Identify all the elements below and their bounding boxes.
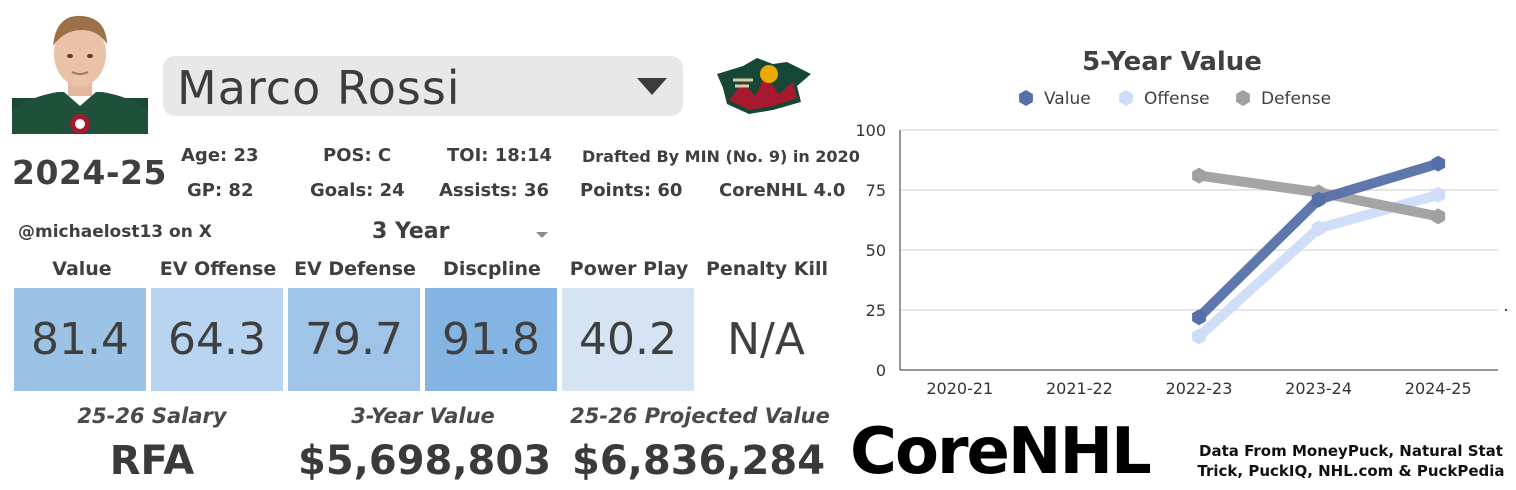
x-tick-label: 2020-21 (926, 379, 993, 398)
x-tick-label: 2024-25 (1405, 379, 1472, 398)
data-point-offense (1431, 186, 1446, 203)
y-tick-label: 0 (876, 361, 886, 380)
points-stat: Points: 60 (580, 180, 683, 201)
social-handle: @michaelost13 on X (18, 222, 212, 242)
assists-stat: Assists: 36 (439, 180, 550, 201)
series-line-offense (1194, 189, 1444, 342)
x-tick-label: 2022-23 (1166, 379, 1233, 398)
data-point-value (1311, 191, 1326, 208)
chart-edge-dot (1504, 308, 1508, 312)
data-source-note: Data From MoneyPuck, Natural Stat Trick,… (1197, 442, 1505, 480)
legend-marker (1019, 90, 1033, 106)
age-stat: Age: 23 (181, 145, 259, 166)
legend-label: Defense (1261, 89, 1331, 109)
chart-title: 5-Year Value (1082, 47, 1262, 77)
chevron-down-icon[interactable] (536, 232, 548, 238)
svg-text:CoreNHL: CoreNHL (850, 418, 1151, 480)
player-headshot (12, 6, 148, 134)
legend-marker (1236, 90, 1250, 106)
toi-stat: TOI: 18:14 (447, 145, 553, 166)
projected-value: $6,836,284 (572, 438, 826, 484)
metric-label-discipline: Discpline (443, 258, 541, 280)
data-point-defense (1431, 208, 1446, 225)
three-year-value-label: 3-Year Value (351, 404, 495, 428)
goals-stat: Goals: 24 (310, 180, 405, 201)
y-tick-label: 75 (866, 181, 886, 200)
period-selected: 3 Year (372, 219, 450, 244)
chevron-down-icon[interactable] (637, 78, 667, 95)
data-point-value (1431, 155, 1446, 172)
y-tick-label: 100 (855, 121, 886, 140)
three-year-value: $5,698,803 (298, 438, 552, 484)
projected-value-label: 25-26 Projected Value (570, 404, 830, 428)
metric-box-ev-offense: 64.3 (151, 288, 283, 391)
model-version: CoreNHL 4.0 (719, 180, 846, 201)
data-point-offense (1192, 328, 1206, 345)
data-point-offense (1311, 220, 1326, 237)
metric-label-value: Value (52, 258, 112, 280)
data-point-defense (1192, 167, 1206, 184)
metric-label-ev-defense: EV Defense (294, 258, 416, 280)
metric-label-ev-offense: EV Offense (159, 258, 277, 280)
metric-box-penalty-kill: N/A (700, 288, 832, 391)
metric-box-discipline: 91.8 (425, 288, 557, 391)
y-tick-label: 50 (866, 241, 886, 260)
y-tick-label: 25 (866, 301, 886, 320)
metric-box-value: 81.4 (14, 288, 146, 391)
metric-box-power-play: 40.2 (562, 288, 694, 391)
metric-box-ev-defense: 79.7 (288, 288, 420, 391)
legend-marker (1119, 90, 1133, 106)
x-tick-label: 2021-22 (1046, 379, 1113, 398)
team-logo (713, 52, 813, 122)
five-year-value-chart: 5-Year Value Value Offense Defense 0 25 50 75 10… (836, 40, 1516, 410)
player-name: Marco Rossi (177, 61, 461, 115)
legend-label: Offense (1144, 89, 1210, 109)
salary-label: 25-26 Salary (77, 404, 227, 428)
games-played-stat: GP: 82 (187, 180, 254, 201)
metric-label-power-play: Power Play (569, 258, 689, 280)
period-select[interactable]: 3 Year (372, 219, 552, 249)
player-select[interactable]: Marco Rossi (163, 56, 683, 116)
corenhl-logo: CoreNHL (850, 415, 1180, 489)
salary-value: RFA (109, 438, 195, 484)
position-stat: POS: C (323, 145, 392, 166)
data-point-value (1192, 309, 1206, 326)
legend-label: Value (1044, 89, 1091, 109)
metric-label-penalty-kill: Penalty Kill (705, 258, 828, 280)
season-label: 2024-25 (12, 153, 167, 192)
draft-info: Drafted By MIN (No. 9) in 2020 (582, 147, 860, 166)
x-tick-label: 2023-24 (1285, 379, 1352, 398)
